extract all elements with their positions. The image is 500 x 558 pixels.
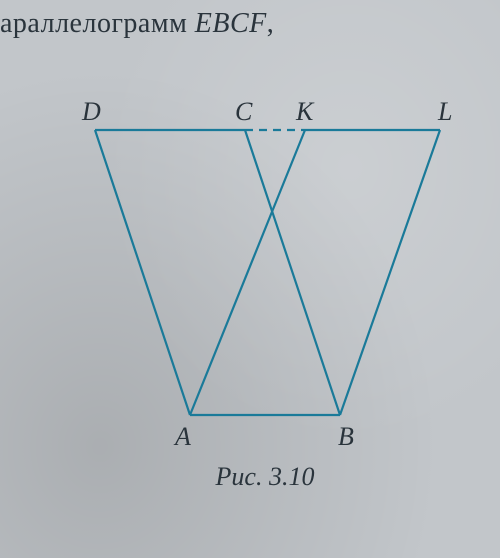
vertex-labels: D C K L A B xyxy=(81,97,452,451)
figure-container: D C K L A B Рис. 3.10 xyxy=(40,70,460,510)
edge-KA xyxy=(190,130,305,415)
header-italic: EBCF xyxy=(195,8,267,39)
header-right: , xyxy=(267,8,275,39)
context-text: араллелограмм EBCF, xyxy=(0,8,274,40)
header-left: араллелограмм xyxy=(0,8,187,39)
vertex-label-L: L xyxy=(437,97,452,126)
edge-CB xyxy=(245,130,340,415)
vertex-label-D: D xyxy=(81,97,101,126)
vertex-label-C: C xyxy=(235,97,253,126)
vertex-label-B: B xyxy=(338,422,354,451)
vertex-label-A: A xyxy=(173,422,191,451)
solid-edges xyxy=(95,130,440,415)
vertex-label-K: K xyxy=(295,97,315,126)
figure-caption: Рис. 3.10 xyxy=(215,462,315,491)
edge-LB xyxy=(340,130,440,415)
edge-DA xyxy=(95,130,190,415)
geometry-diagram: D C K L A B Рис. 3.10 xyxy=(40,70,460,510)
